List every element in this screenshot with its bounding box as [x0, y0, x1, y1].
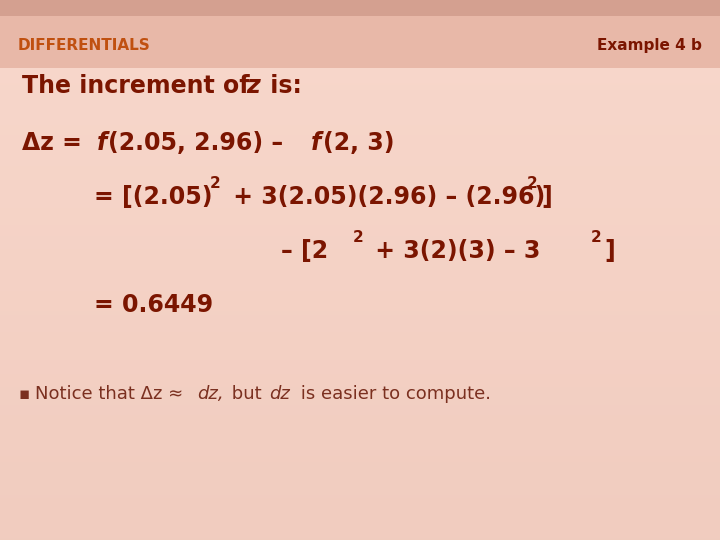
Text: Example 4 b: Example 4 b [597, 38, 702, 53]
Text: Notice that Δz ≈: Notice that Δz ≈ [35, 385, 189, 403]
Text: 2: 2 [590, 230, 601, 245]
Text: 2: 2 [353, 230, 364, 245]
Text: (2, 3): (2, 3) [323, 131, 394, 155]
Text: (2.05, 2.96) –: (2.05, 2.96) – [108, 131, 292, 155]
Bar [0, 0, 720, 16]
Text: f: f [96, 131, 107, 155]
Text: f: f [311, 131, 321, 155]
Text: = [(2.05): = [(2.05) [94, 185, 212, 209]
Text: – [2: – [2 [281, 239, 328, 263]
Text: Δz =: Δz = [22, 131, 90, 155]
Text: = 0.6449: = 0.6449 [94, 293, 212, 317]
Text: dz,: dz, [197, 385, 224, 403]
Text: + 3(2.05)(2.96) – (2.96): + 3(2.05)(2.96) – (2.96) [225, 185, 545, 209]
Text: is easier to compute.: is easier to compute. [295, 385, 491, 403]
Text: ]: ] [605, 239, 616, 263]
Text: ]: ] [541, 185, 552, 209]
Text: 2: 2 [210, 176, 221, 191]
Text: ▪: ▪ [18, 385, 30, 403]
Bar [0, 0, 720, 68]
Text: 2: 2 [527, 176, 538, 191]
Text: but: but [226, 385, 267, 403]
Text: + 3(2)(3) – 3: + 3(2)(3) – 3 [367, 239, 541, 263]
Text: dz: dz [269, 385, 290, 403]
Text: The increment of: The increment of [22, 75, 258, 98]
Text: z: z [246, 75, 260, 98]
Text: DIFFERENTIALS: DIFFERENTIALS [18, 38, 150, 53]
Text: is:: is: [262, 75, 302, 98]
